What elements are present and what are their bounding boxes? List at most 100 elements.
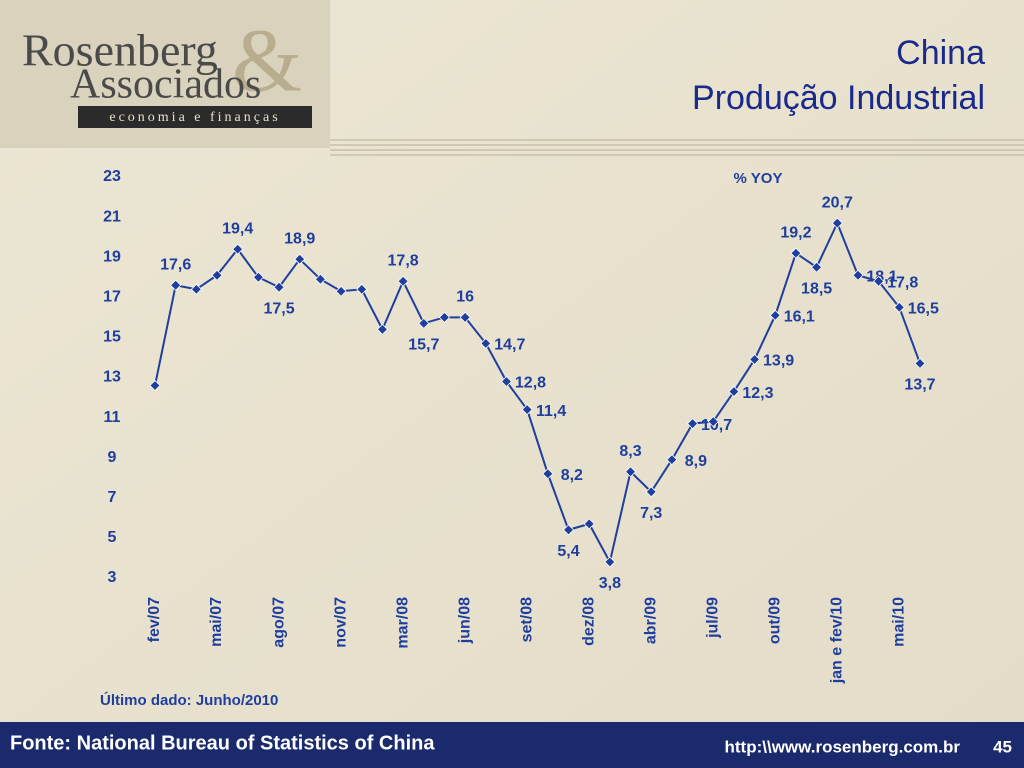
logo-name: Associados	[70, 62, 261, 108]
data-point	[728, 385, 740, 398]
data-point	[459, 311, 471, 323]
chart-title: China	[896, 34, 985, 72]
data-point	[790, 247, 802, 259]
data-label: 5,4	[557, 543, 579, 560]
data-point	[562, 524, 575, 536]
data-point	[645, 486, 657, 498]
x-tick-label: dez/08	[580, 597, 597, 646]
y-tick-label: 5	[108, 529, 117, 546]
data-point	[356, 283, 368, 295]
data-point	[769, 309, 781, 321]
data-label: 19,4	[222, 220, 253, 237]
data-point	[335, 285, 347, 297]
data-label: 18,5	[801, 280, 832, 297]
data-label: 17,8	[887, 274, 918, 291]
x-tick-label: mar/08	[394, 597, 411, 649]
data-label: 16,1	[784, 309, 815, 326]
footer-url: http:\\www.rosenberg.com.br	[725, 737, 961, 756]
data-point	[749, 353, 761, 366]
header-stripes	[330, 139, 1024, 156]
data-point	[604, 556, 616, 568]
data-label: 12,3	[742, 385, 773, 402]
data-label: 19,2	[780, 224, 811, 241]
data-label: 13,7	[904, 377, 935, 394]
data-label: 14,7	[494, 337, 525, 354]
data-label: 17,6	[160, 256, 191, 273]
data-label: 11,4	[536, 403, 566, 420]
data-point	[873, 275, 885, 287]
data-point	[542, 468, 554, 480]
data-point	[666, 454, 678, 466]
data-point	[480, 337, 492, 349]
x-tick-label: mai/07	[208, 597, 225, 647]
data-label: 10,7	[701, 417, 732, 434]
data-point	[914, 357, 926, 370]
data-label: 7,3	[640, 505, 662, 522]
y-tick-label: 11	[104, 409, 121, 426]
footer-bar	[0, 722, 1024, 768]
x-tick-label: jun/08	[456, 597, 473, 644]
data-label: 15,7	[408, 337, 439, 354]
logo-ampersand: &	[232, 12, 302, 111]
data-point	[211, 269, 223, 281]
data-point	[687, 418, 699, 430]
y-tick-label: 3	[108, 569, 117, 586]
data-label: 17,5	[263, 300, 294, 317]
y-tick-label: 7	[108, 489, 117, 506]
y-axis-label: % YOY	[734, 170, 783, 187]
data-point	[273, 281, 285, 293]
x-tick-label: fev/07	[146, 597, 163, 642]
x-tick-label: out/09	[766, 597, 783, 644]
logo-name: Rosenberg	[22, 25, 218, 76]
logo-band	[78, 106, 312, 128]
data-point	[418, 317, 430, 329]
y-tick-label: 17	[103, 289, 121, 306]
data-label: 18,9	[284, 230, 315, 247]
page-number: 45	[993, 737, 1012, 756]
data-point	[624, 466, 637, 478]
data-label: 16,5	[908, 301, 939, 318]
data-point	[852, 269, 864, 281]
data-point	[811, 261, 823, 273]
y-tick-label: 9	[108, 449, 117, 466]
data-point	[314, 273, 326, 285]
x-tick-label: abr/09	[642, 597, 659, 644]
footer-source: Fonte: National Bureau of Statistics of …	[10, 732, 435, 754]
data-point	[232, 243, 244, 255]
x-tick-label: jul/09	[704, 597, 721, 639]
data-label: 12,8	[515, 375, 546, 392]
x-tick-label: set/08	[518, 597, 535, 642]
series-line	[154, 220, 921, 565]
data-point	[500, 375, 513, 388]
data-point	[893, 301, 905, 313]
logo-tagline: economia e finanças	[109, 110, 280, 125]
x-tick-label: nov/07	[332, 597, 349, 648]
y-tick-label: 15	[103, 329, 121, 346]
data-label: 8,9	[685, 453, 707, 470]
y-tick-label: 21	[103, 208, 121, 225]
x-tick-label: ago/07	[270, 597, 287, 648]
data-point	[252, 271, 264, 283]
chart-subtitle: Produção Industrial	[692, 79, 985, 117]
data-point	[707, 416, 719, 428]
data-label: 3,8	[599, 575, 621, 592]
data-label: 16	[456, 289, 474, 306]
data-label: 20,7	[822, 194, 853, 211]
y-tick-label: 19	[103, 248, 121, 265]
data-point	[190, 283, 202, 295]
y-tick-label: 23	[103, 168, 121, 185]
data-label: 8,3	[619, 443, 641, 460]
x-tick-label: jan e fev/10	[829, 597, 846, 684]
data-point	[397, 275, 409, 287]
y-tick-label: 13	[103, 369, 121, 386]
note: Último dado: Junho/2010	[100, 691, 278, 709]
data-point	[583, 518, 595, 530]
data-point	[831, 217, 843, 229]
data-point	[521, 404, 533, 416]
data-point	[438, 311, 451, 323]
data-label: 17,8	[388, 252, 419, 269]
data-point	[170, 279, 182, 291]
data-point	[149, 379, 161, 392]
x-tick-label: mai/10	[891, 597, 908, 647]
